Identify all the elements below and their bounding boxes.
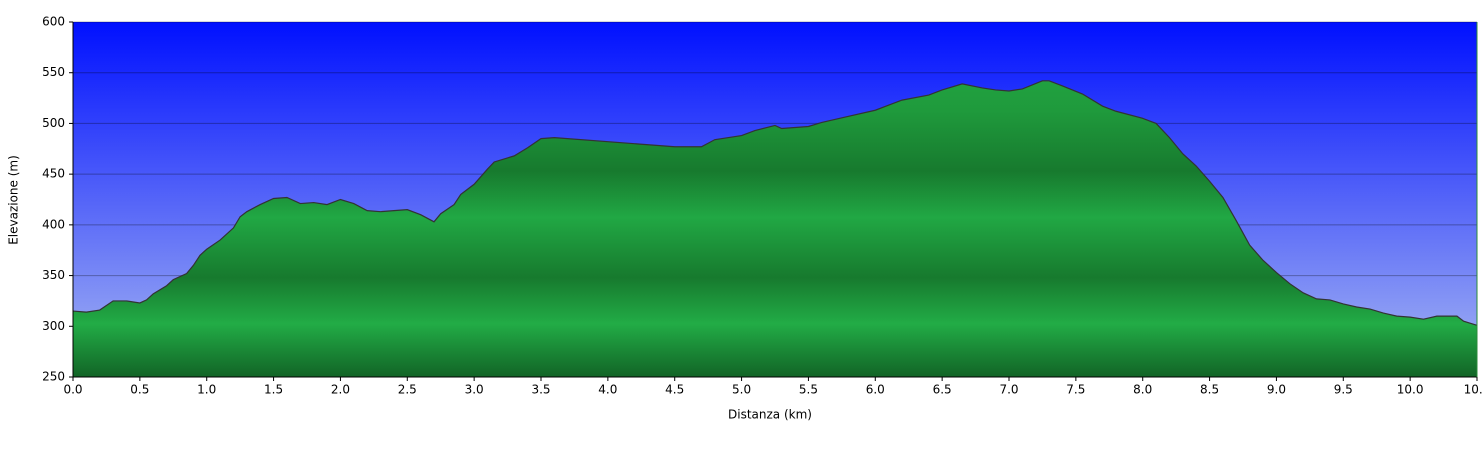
elevation-area <box>73 80 1477 378</box>
x-tick-label: 6.5 <box>933 383 952 397</box>
y-tick-label: 500 <box>42 116 65 130</box>
x-tick-label: 1.5 <box>264 383 283 397</box>
x-tick-label: 4.0 <box>598 383 617 397</box>
x-tick-label: 6.0 <box>866 383 885 397</box>
x-tick-label: 7.0 <box>999 383 1018 397</box>
elevation-line <box>72 80 1478 326</box>
x-tick-label: 7.5 <box>1066 383 1085 397</box>
x-tick-label: 5.5 <box>799 383 818 397</box>
x-tick-label: 8.5 <box>1200 383 1219 397</box>
x-tick-label: 4.5 <box>665 383 684 397</box>
y-tick-label: 600 <box>42 15 65 29</box>
x-tick-label: 2.5 <box>398 383 417 397</box>
x-tick-label: 9.5 <box>1334 383 1353 397</box>
x-tick-label: 2.0 <box>331 383 350 397</box>
x-tick-label: 10.5 <box>1464 383 1483 397</box>
y-axis-label: Elevazione (m) <box>7 155 21 245</box>
y-tick-label: 450 <box>42 167 65 181</box>
x-tick-label: 0.5 <box>130 383 149 397</box>
x-tick-label: 3.0 <box>465 383 484 397</box>
x-tick-label: 3.5 <box>531 383 550 397</box>
x-tick-label: 10.0 <box>1397 383 1424 397</box>
y-tick-label: 400 <box>42 217 65 231</box>
x-tick-label: 0.0 <box>63 383 82 397</box>
x-axis-label: Distanza (km) <box>728 408 812 422</box>
y-tick-label: 250 <box>42 370 65 384</box>
x-tick-label: 8.0 <box>1133 383 1152 397</box>
y-tick-label: 300 <box>42 319 65 333</box>
y-tick-label: 550 <box>42 65 65 79</box>
x-tick-label: 9.0 <box>1267 383 1286 397</box>
y-tick-label: 350 <box>42 268 65 282</box>
x-tick-label: 1.0 <box>197 383 216 397</box>
x-tick-label: 5.0 <box>732 383 751 397</box>
